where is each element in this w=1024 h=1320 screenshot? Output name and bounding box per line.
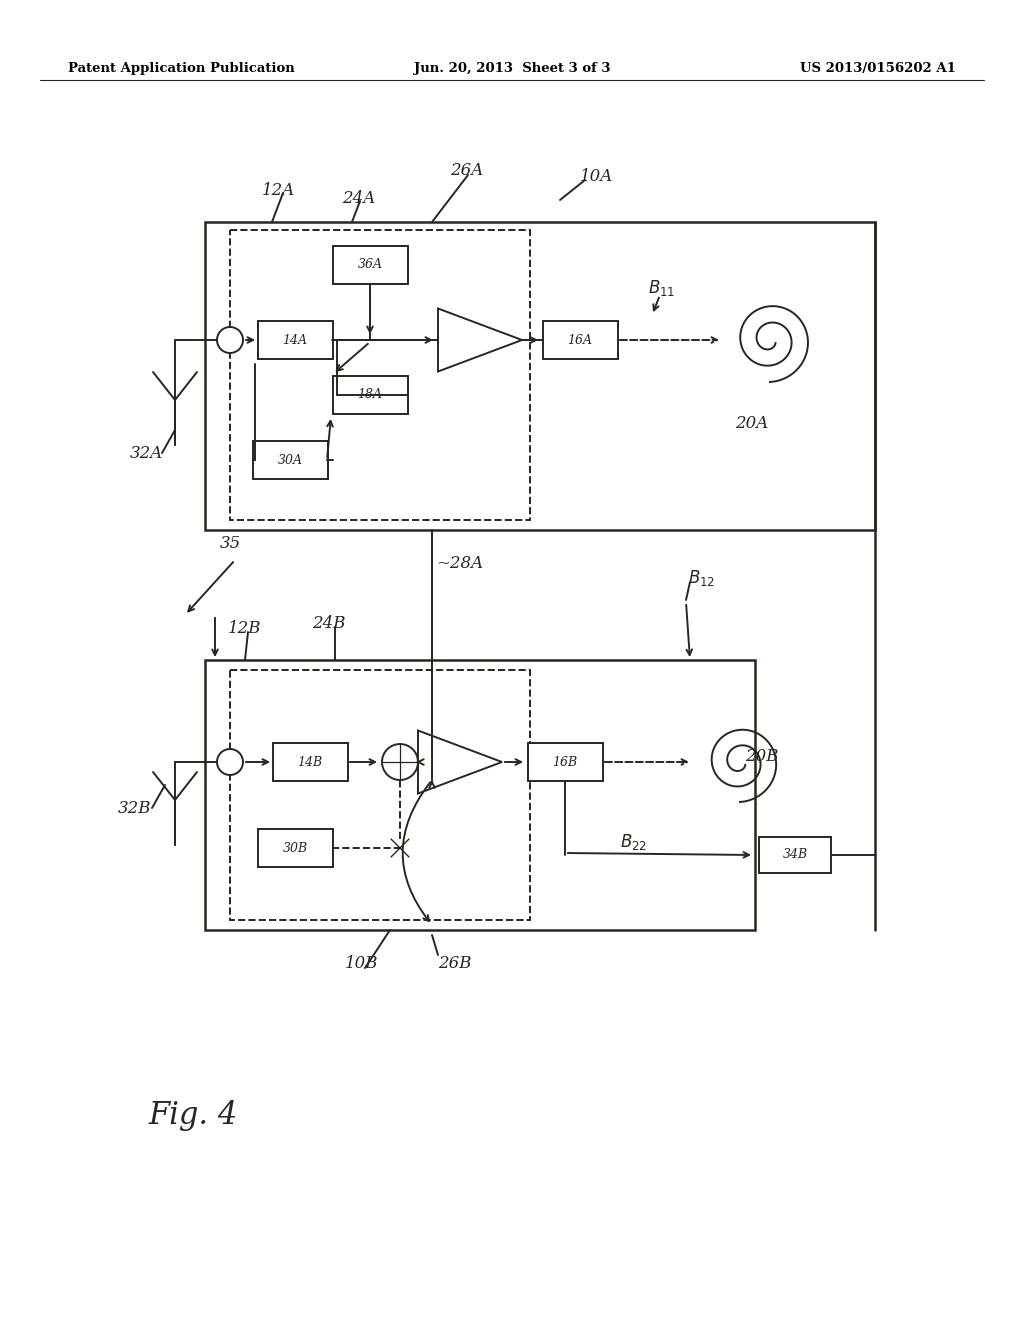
Text: 14A: 14A	[283, 334, 307, 346]
Text: 10B: 10B	[345, 954, 379, 972]
Text: 18A: 18A	[357, 388, 383, 401]
Text: 12A: 12A	[262, 182, 295, 199]
Bar	[230, 230, 530, 520]
Text: 24A: 24A	[342, 190, 375, 207]
Text: 10A: 10A	[580, 168, 613, 185]
Bar	[257, 321, 333, 359]
Text: 26B: 26B	[438, 954, 471, 972]
Text: $B_{22}$: $B_{22}$	[620, 832, 647, 851]
Bar	[527, 743, 602, 781]
Text: Patent Application Publication: Patent Application Publication	[68, 62, 295, 75]
Text: 35: 35	[220, 535, 242, 552]
Text: 14B: 14B	[297, 755, 323, 768]
Text: $B_{12}$: $B_{12}$	[688, 568, 715, 587]
Polygon shape	[418, 730, 502, 793]
Text: 32B: 32B	[118, 800, 152, 817]
Polygon shape	[438, 309, 522, 371]
Text: 34B: 34B	[782, 849, 808, 862]
Text: ~28A: ~28A	[436, 554, 483, 572]
Bar	[333, 376, 408, 414]
Circle shape	[217, 327, 243, 352]
Bar	[230, 671, 530, 920]
Text: 20B: 20B	[745, 748, 778, 766]
Text: 26A: 26A	[450, 162, 483, 180]
Text: $B_{11}$: $B_{11}$	[648, 279, 675, 298]
Text: 30A: 30A	[278, 454, 302, 466]
Bar	[253, 441, 328, 479]
Bar	[205, 660, 755, 931]
Text: 24B: 24B	[312, 615, 345, 632]
Text: Fig. 4: Fig. 4	[148, 1100, 238, 1131]
Text: US 2013/0156202 A1: US 2013/0156202 A1	[800, 62, 956, 75]
Bar	[543, 321, 617, 359]
Text: 16A: 16A	[567, 334, 593, 346]
Text: 16B: 16B	[552, 755, 578, 768]
Circle shape	[217, 748, 243, 775]
Text: 12B: 12B	[228, 620, 261, 638]
Bar	[272, 743, 347, 781]
Text: 36A: 36A	[357, 259, 383, 272]
Bar	[205, 222, 874, 531]
Circle shape	[382, 744, 418, 780]
Bar	[333, 246, 408, 284]
Text: 32A: 32A	[130, 445, 163, 462]
Text: 20A: 20A	[735, 414, 768, 432]
Bar	[257, 829, 333, 867]
Text: 30B: 30B	[283, 842, 307, 854]
Text: Jun. 20, 2013  Sheet 3 of 3: Jun. 20, 2013 Sheet 3 of 3	[414, 62, 610, 75]
Bar	[759, 837, 831, 873]
